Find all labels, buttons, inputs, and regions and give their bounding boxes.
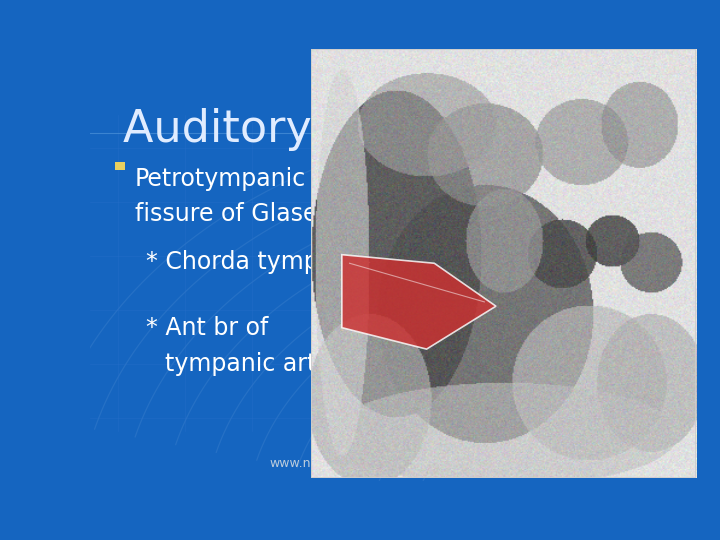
Text: 20: 20 <box>610 457 626 470</box>
Text: tympanic artery: tympanic artery <box>166 352 355 376</box>
Text: Petrotympanic: Petrotympanic <box>135 167 306 191</box>
Text: * Ant br of: * Ant br of <box>145 316 268 340</box>
Bar <box>115 162 125 170</box>
Text: Auditory Area: Auditory Area <box>124 109 429 151</box>
Text: * Chorda tympani: * Chorda tympani <box>145 250 354 274</box>
Text: fissure of Glaser:: fissure of Glaser: <box>135 202 334 226</box>
Polygon shape <box>342 255 496 349</box>
Text: www.nayyarENT.com: www.nayyarENT.com <box>270 457 401 470</box>
